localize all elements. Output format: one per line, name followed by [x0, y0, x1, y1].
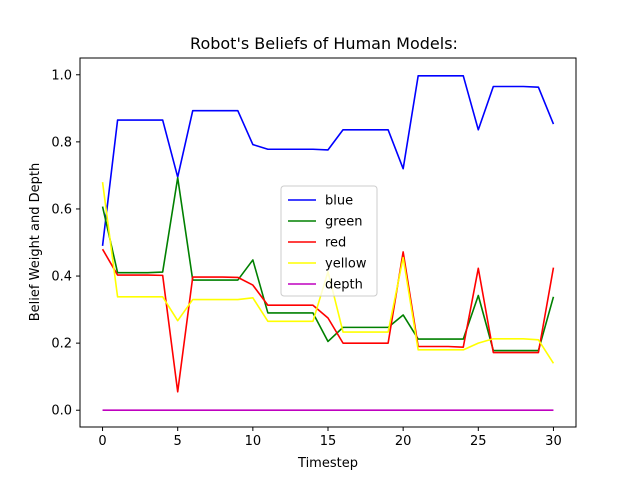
x-tick-label: 20 [395, 434, 412, 449]
legend-label-red: red [325, 236, 346, 251]
y-tick-label: 0.2 [51, 337, 72, 352]
legend-label-yellow: yellow [325, 257, 367, 272]
legend-label-green: green [325, 215, 363, 230]
legend-label-depth: depth [325, 278, 363, 293]
x-tick-label: 15 [320, 434, 337, 449]
chart-title: Robot's Beliefs of Human Models: [190, 34, 458, 53]
x-tick-label: 5 [174, 434, 182, 449]
y-tick-label: 0.6 [51, 202, 72, 217]
series-line-red [101, 248, 555, 393]
y-tick-label: 0.8 [51, 135, 72, 150]
legend: blue green red yellow depth [280, 185, 378, 297]
y-ticks: 0.0 0.2 0.4 0.6 0.8 1.0 [51, 68, 80, 419]
series-line-green [101, 176, 555, 352]
x-tick-label: 0 [98, 434, 106, 449]
legend-box [280, 185, 378, 297]
y-axis-label: Belief Weight and Depth [28, 163, 43, 321]
y-tick-label: 0.4 [51, 270, 72, 285]
legend-label-blue: blue [325, 194, 353, 209]
x-axis-label: Timestep [297, 456, 358, 471]
x-tick-label: 10 [245, 434, 262, 449]
y-tick-label: 1.0 [51, 68, 72, 83]
x-tick-label: 25 [470, 434, 487, 449]
x-tick-label: 30 [545, 434, 562, 449]
y-tick-label: 0.0 [51, 404, 72, 419]
x-ticks: 0 5 10 15 20 25 30 [98, 427, 562, 449]
